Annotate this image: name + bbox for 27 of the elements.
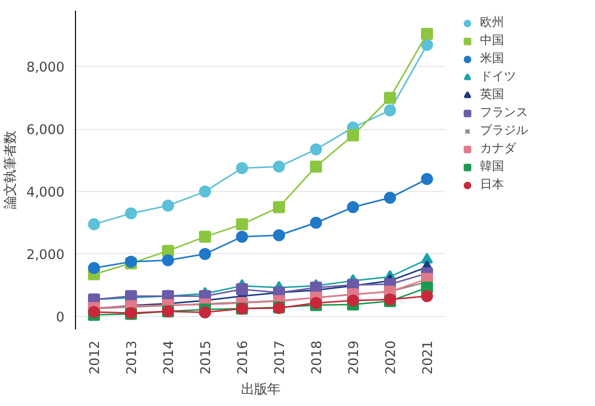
x-tick-label: 2021 [421,340,436,374]
x-tick-label: 2015 [199,340,214,374]
legend-label: 英国 [480,86,504,103]
x-tick-label: 2014 [162,340,177,374]
x-tick-label: 2018 [310,340,325,374]
x-tick-label: 2013 [125,340,140,374]
y-tick-label: 4,000 [26,186,64,201]
legend-label: フランス [480,104,528,121]
y-tick-label: 0 [56,310,65,326]
legend-label: 中国 [480,32,504,49]
y-tick-label: 6,000 [26,123,64,138]
legend-label: 韓国 [480,158,504,175]
x-tick-label: 2012 [88,340,103,374]
legend-label: 日本 [480,176,504,193]
legend-label: ブラジル [480,122,528,139]
y-tick-label: 2,000 [26,248,64,263]
x-tick-label: 2019 [347,340,362,374]
x-tick-label: 2020 [384,340,399,374]
y-axis-title: 論文執筆者数 [3,131,18,209]
legend-label: 欧州 [480,14,504,31]
x-tick-label: 2016 [236,340,251,374]
x-tick-label: 2017 [273,340,288,374]
legend-label: 米国 [480,50,504,67]
legend-label: カナダ [480,140,516,157]
legend-label: ドイツ [480,68,516,85]
y-tick-label: 8,000 [26,60,64,76]
x-axis-title: 出版年 [241,382,280,398]
